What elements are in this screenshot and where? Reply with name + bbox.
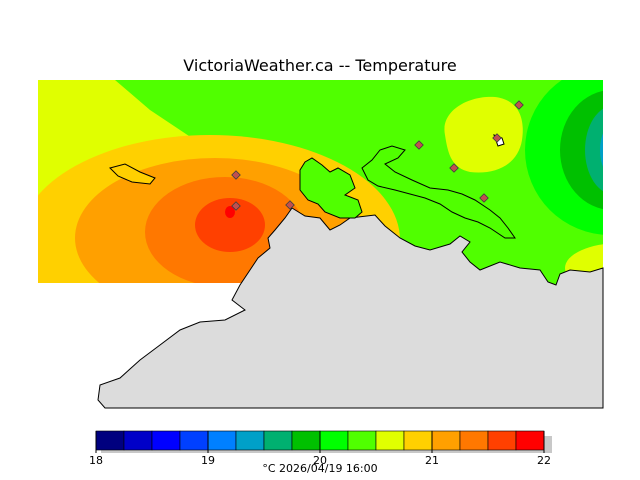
legend-tick-label: 21 bbox=[425, 454, 439, 467]
legend-swatch bbox=[263, 430, 293, 451]
legend-swatch bbox=[459, 430, 489, 451]
legend-swatch bbox=[235, 430, 265, 451]
legend-footer: °C 2026/04/19 16:00 bbox=[262, 462, 378, 475]
cool-zone-19-4 bbox=[600, 122, 603, 178]
legend-swatch bbox=[95, 430, 125, 451]
station-marker bbox=[414, 140, 424, 150]
station-marker bbox=[514, 100, 524, 110]
small-island bbox=[109, 163, 156, 185]
hot-spot bbox=[225, 206, 235, 218]
legend-tick-label: 22 bbox=[537, 454, 551, 467]
legend-swatch bbox=[431, 430, 461, 451]
station-marker bbox=[449, 163, 459, 173]
legend-swatch bbox=[403, 430, 433, 451]
legend-swatch bbox=[207, 430, 237, 451]
southern-landmass bbox=[97, 207, 604, 409]
station-marker bbox=[231, 201, 241, 211]
cool-zone-19-6 bbox=[585, 105, 603, 195]
legend-swatch bbox=[515, 430, 545, 451]
legend-swatch bbox=[375, 430, 405, 451]
legend-tick-label: 20 bbox=[313, 454, 327, 467]
legend-swatch bbox=[319, 430, 349, 451]
legend-swatch bbox=[123, 430, 153, 451]
station-marker bbox=[231, 170, 241, 180]
weather-stations bbox=[231, 100, 524, 211]
land bbox=[97, 134, 604, 409]
gulf-islands bbox=[361, 145, 516, 239]
legend-swatch bbox=[487, 430, 517, 451]
legend-tick-label: 18 bbox=[89, 454, 103, 467]
station-marker bbox=[479, 193, 489, 203]
color-legend bbox=[95, 430, 552, 453]
cool-zone-19-9 bbox=[560, 90, 603, 210]
map-title: VictoriaWeather.ca -- Temperature bbox=[183, 56, 457, 75]
legend-swatch bbox=[179, 430, 209, 451]
vancouver-island-tip bbox=[299, 157, 363, 219]
legend-swatch bbox=[347, 430, 377, 451]
warm-zone-21-8 bbox=[195, 198, 265, 252]
legend-swatch bbox=[291, 430, 321, 451]
station-marker bbox=[492, 133, 502, 143]
legend-tick-label: 19 bbox=[201, 454, 215, 467]
cool-zone-20-3 bbox=[525, 80, 603, 235]
station-marker bbox=[285, 200, 295, 210]
legend-swatch bbox=[151, 430, 181, 451]
